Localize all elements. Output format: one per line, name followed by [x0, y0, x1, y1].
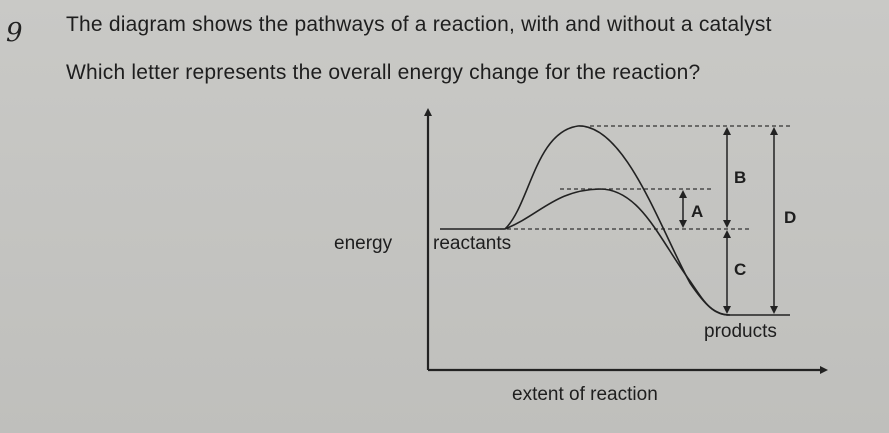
- y-axis-label: energy: [334, 233, 393, 254]
- catalysed-pathway-curve: [504, 188, 731, 316]
- x-axis-label: extent of reaction: [512, 384, 658, 405]
- label-a: A: [691, 202, 703, 221]
- products-label: products: [704, 321, 777, 342]
- label-d: D: [784, 208, 796, 227]
- question-number: 9: [6, 18, 23, 48]
- label-b: B: [734, 168, 746, 187]
- reactants-label: reactants: [433, 233, 511, 254]
- question-prompt: Which letter represents the overall ener…: [66, 61, 701, 84]
- question-stem: The diagram shows the pathways of a reac…: [66, 13, 772, 36]
- label-c: C: [734, 260, 746, 279]
